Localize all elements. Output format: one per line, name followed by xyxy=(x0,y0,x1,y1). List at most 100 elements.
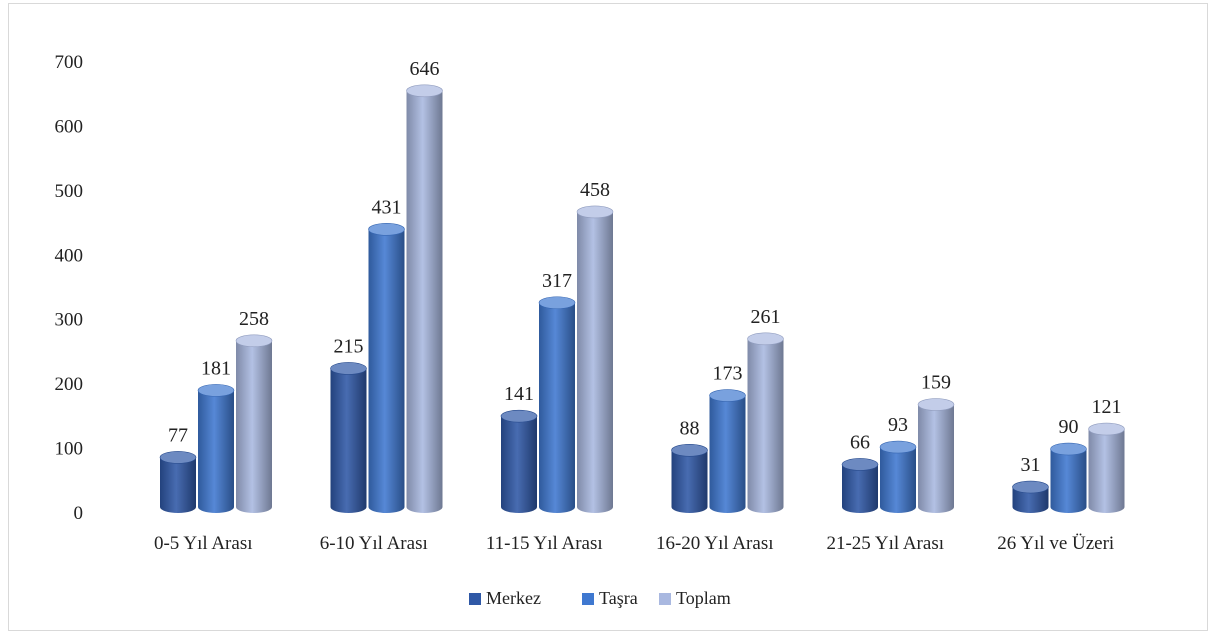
bar-merkez xyxy=(330,362,367,513)
bar-taşra xyxy=(197,384,235,513)
y-tick-label: 600 xyxy=(55,116,84,137)
category-label: 21-25 Yıl Arası xyxy=(826,533,944,554)
data-label: 77 xyxy=(168,424,188,446)
bar-top xyxy=(1012,480,1049,494)
data-label: 90 xyxy=(1059,416,1079,438)
data-label: 317 xyxy=(542,270,572,292)
bar-body xyxy=(501,416,537,513)
legend-label: Taşra xyxy=(599,588,638,608)
bar-body xyxy=(1088,429,1125,513)
legend-swatch xyxy=(582,593,594,605)
y-tick-label: 300 xyxy=(55,310,84,331)
bar-top xyxy=(368,223,405,236)
data-label: 646 xyxy=(410,58,440,80)
bar-toplam xyxy=(747,332,784,513)
bar-body xyxy=(1050,449,1087,513)
bar-merkez xyxy=(159,451,197,513)
data-label: 261 xyxy=(751,306,781,328)
bar-top xyxy=(406,84,443,98)
x-axis: 0-5 Yıl Arası 6-10 Yıl Arası 11-15 Yıl Ara… xyxy=(154,533,1114,554)
bar-body xyxy=(330,368,367,513)
bar-toplam xyxy=(576,205,614,513)
bar-top xyxy=(538,296,576,310)
bar-body xyxy=(577,211,613,513)
y-axis: 0 100 200 300 400 500 600 700 xyxy=(55,52,84,524)
bar-top xyxy=(330,362,367,375)
bar-toplam xyxy=(235,334,273,513)
category-label: 0-5 Yıl Arası xyxy=(154,533,253,554)
data-label: 88 xyxy=(680,417,700,439)
bar-top xyxy=(709,389,746,402)
bar-body xyxy=(671,450,708,513)
legend: Merkez Taşra Toplam xyxy=(469,588,731,608)
bar-toplam xyxy=(1088,422,1125,513)
bar-taşra xyxy=(538,296,576,513)
bar-merkez xyxy=(500,409,538,513)
legend-label: Merkez xyxy=(486,588,541,608)
legend-label: Toplam xyxy=(676,588,731,608)
y-tick-label: 500 xyxy=(55,181,84,202)
data-label: 258 xyxy=(239,308,269,330)
legend-swatch xyxy=(659,593,671,605)
data-label: 215 xyxy=(334,335,364,357)
bar-body xyxy=(1012,487,1049,513)
bar-merkez xyxy=(1012,480,1049,513)
data-label: 458 xyxy=(580,179,610,201)
category-label: 6-10 Yıl Arası xyxy=(320,533,428,554)
y-tick-label: 100 xyxy=(55,439,84,460)
data-label: 181 xyxy=(201,357,231,379)
bar-body xyxy=(918,404,954,513)
data-label: 31 xyxy=(1021,454,1041,476)
bar-body xyxy=(368,229,405,513)
y-tick-label: 700 xyxy=(55,52,84,73)
data-label: 173 xyxy=(713,363,743,385)
legend-item-merkez: Merkez xyxy=(469,588,541,608)
bar-taşra xyxy=(1050,442,1087,513)
bar-taşra xyxy=(368,223,405,513)
bars xyxy=(159,84,1125,513)
y-tick-label: 200 xyxy=(55,374,84,395)
bar-top xyxy=(576,205,614,219)
legend-item-taşra: Taşra xyxy=(582,588,638,608)
bar-body xyxy=(709,395,746,513)
y-tick-label: 0 xyxy=(74,503,84,524)
data-labels: 77 181 258 215 431 646 141 317 458 88 173 261 66 93 15… xyxy=(168,58,1122,476)
bar-top xyxy=(671,444,708,457)
bar-top xyxy=(159,451,197,464)
legend-item-toplam: Toplam xyxy=(659,588,731,608)
bar-top xyxy=(235,334,273,348)
bar-body xyxy=(747,338,784,513)
bar-top xyxy=(841,458,879,471)
bar-top xyxy=(879,440,917,454)
bar-merkez xyxy=(841,458,879,513)
data-label: 159 xyxy=(921,372,951,394)
bar-top xyxy=(1050,442,1087,456)
bar-body xyxy=(198,390,234,513)
data-label: 93 xyxy=(888,414,908,436)
bar-toplam xyxy=(406,84,443,513)
data-label: 431 xyxy=(372,196,402,218)
bar-body xyxy=(160,457,196,513)
bar-top xyxy=(1088,422,1125,436)
bar-body xyxy=(880,447,916,513)
bar-top xyxy=(197,384,235,397)
y-tick-label: 400 xyxy=(55,245,84,266)
legend-swatch xyxy=(469,593,481,605)
bar-top xyxy=(747,332,784,346)
data-label: 141 xyxy=(504,383,534,405)
bar-top xyxy=(917,398,955,411)
data-label: 66 xyxy=(850,431,870,453)
bar-taşra xyxy=(879,440,917,513)
bar-toplam xyxy=(917,398,955,513)
bar-merkez xyxy=(671,444,708,513)
bar-taşra xyxy=(709,389,746,513)
category-label: 11-15 Yıl Arası xyxy=(486,533,603,554)
data-label: 121 xyxy=(1092,396,1122,418)
bar-body xyxy=(236,340,272,513)
category-label: 26 Yıl ve Üzeri xyxy=(997,533,1114,554)
bar-body xyxy=(406,90,443,513)
bar-top xyxy=(500,409,538,423)
bar-body xyxy=(842,464,878,513)
category-label: 16-20 Yıl Arası xyxy=(656,533,774,554)
